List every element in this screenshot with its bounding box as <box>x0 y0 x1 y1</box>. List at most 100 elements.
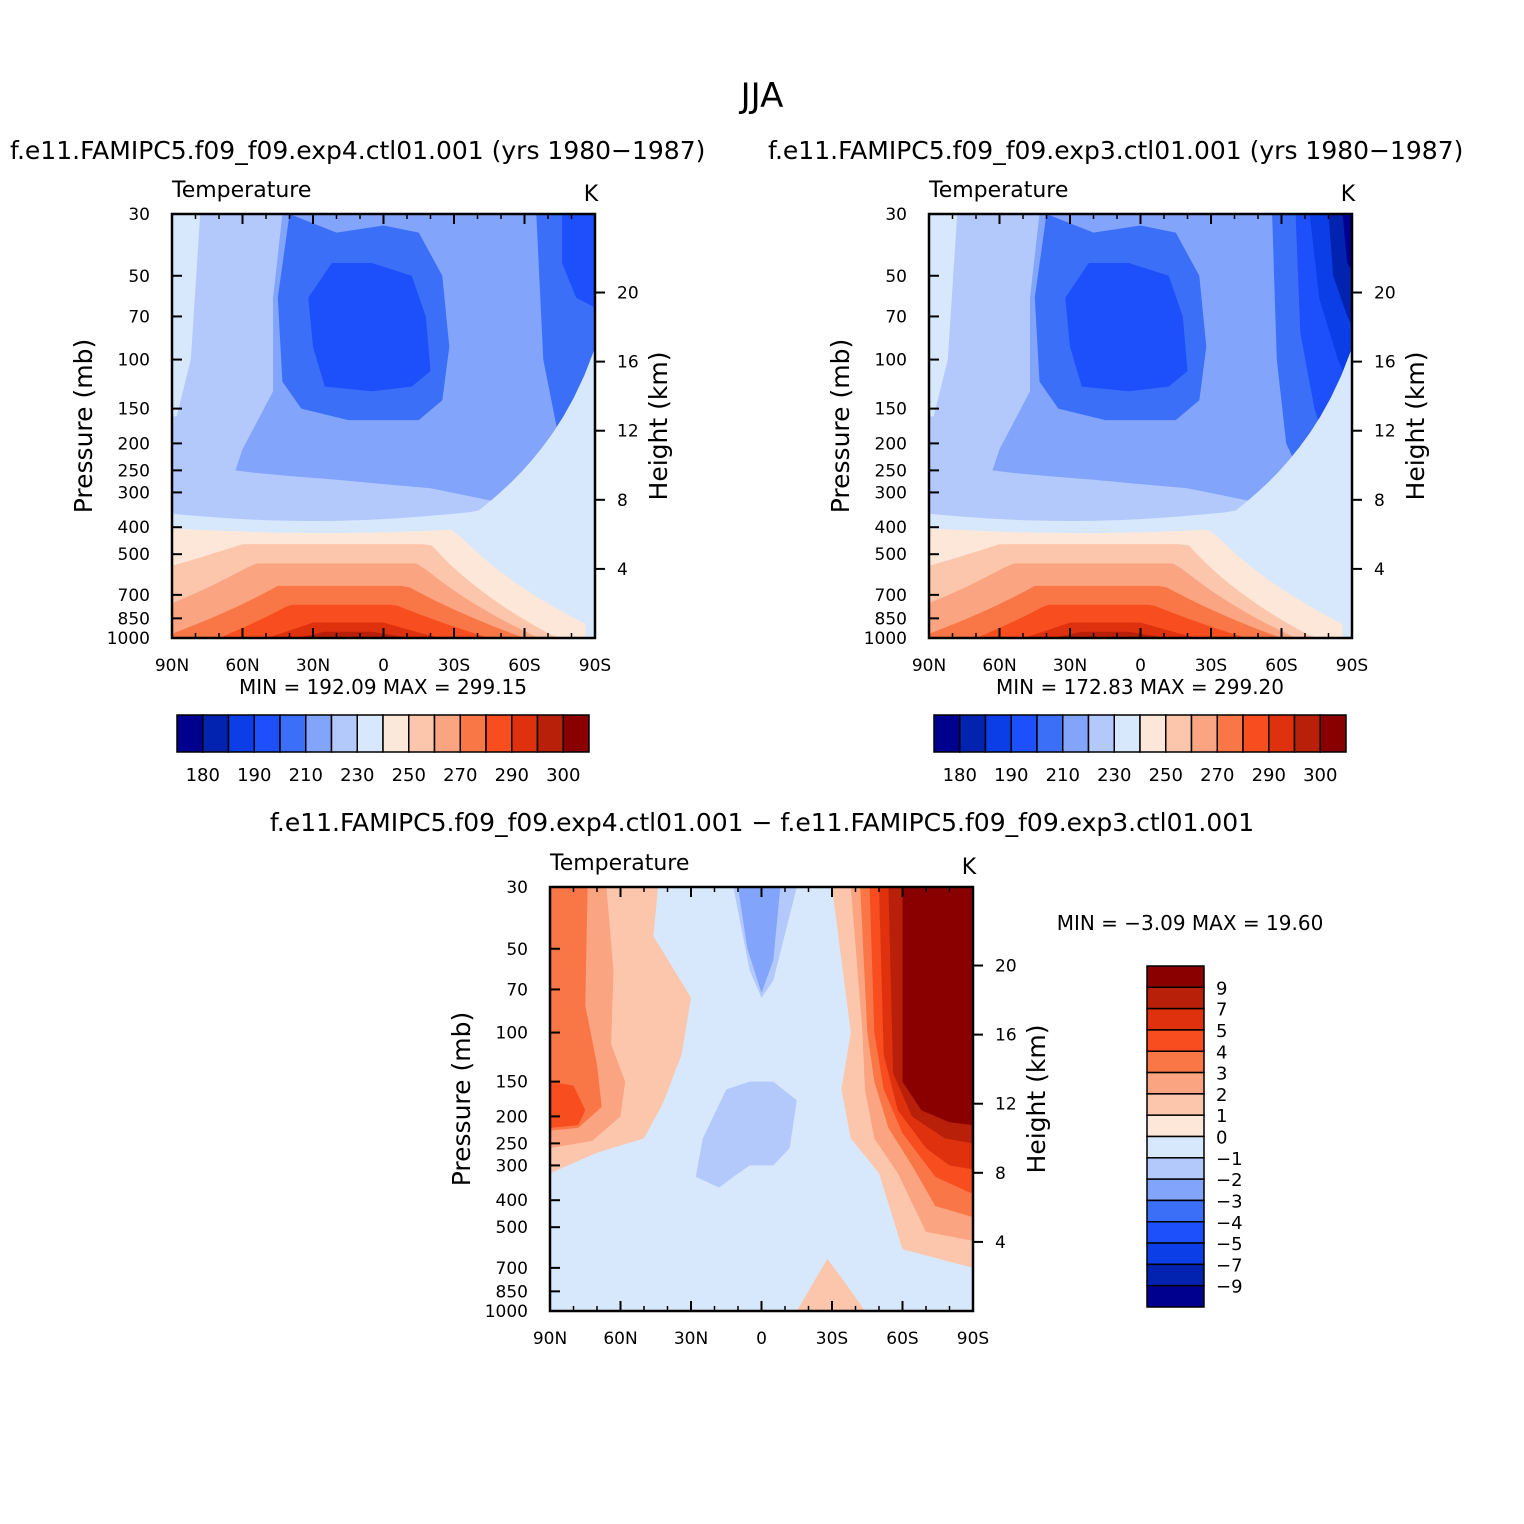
y-tick-label: 400 <box>118 518 150 538</box>
y-tick-label: 1000 <box>864 629 907 649</box>
colorbar-box <box>1242 714 1270 753</box>
y-tick-label: 50 <box>885 267 907 287</box>
colorbar-box <box>330 714 358 753</box>
x-tick-label: 90N <box>912 656 946 676</box>
contour-band <box>1051 631 1164 638</box>
height-tick-label: 4 <box>617 560 628 580</box>
x-tick-label: 0 <box>1135 656 1146 676</box>
colorbar-label: 270 <box>1200 765 1234 786</box>
colorbar-label: 250 <box>1149 765 1183 786</box>
y-tick-label: 30 <box>506 878 528 898</box>
colorbar-label: −2 <box>1216 1170 1243 1191</box>
colorbar-label: 0 <box>1216 1128 1227 1149</box>
height-tick-label: 8 <box>995 1164 1006 1184</box>
height-tick-label: 16 <box>995 1026 1017 1046</box>
y-tick-label: 100 <box>496 1024 528 1044</box>
y-axis-label: Pressure (mb) <box>69 339 98 513</box>
colorbar-label: 230 <box>340 765 374 786</box>
y-tick-label: 1000 <box>107 629 150 649</box>
units-label: K <box>1341 182 1356 207</box>
colorbar-box <box>1146 1135 1205 1159</box>
colorbar-box <box>1146 1114 1205 1138</box>
contour-band <box>964 604 1247 638</box>
colorbar-box <box>305 714 333 753</box>
y-tick-label: 150 <box>496 1073 528 1093</box>
y-tick-label: 30 <box>885 205 907 225</box>
colorbar-label: −3 <box>1216 1191 1243 1212</box>
colorbar-box <box>1268 714 1296 753</box>
height-axis-label: Height (km) <box>1401 352 1430 501</box>
y-tick-label: 400 <box>875 518 907 538</box>
colorbar-label: 5 <box>1216 1021 1227 1042</box>
colorbar-box <box>1146 1007 1205 1031</box>
x-tick-label: 30N <box>674 1329 708 1349</box>
colorbar-label: 180 <box>943 765 977 786</box>
height-tick-label: 20 <box>617 284 639 304</box>
y-tick-label: 1000 <box>485 1302 528 1322</box>
colorbar-box <box>279 714 307 753</box>
y-tick-label: 500 <box>496 1218 528 1238</box>
x-tick-label: 0 <box>756 1329 767 1349</box>
colorbar-box <box>1146 1093 1205 1116</box>
height-tick-label: 16 <box>1374 353 1396 373</box>
colorbar-box <box>1146 1050 1205 1074</box>
colorbar-box <box>1165 714 1193 753</box>
colorbar-box <box>1190 714 1218 753</box>
colorbar-label: 180 <box>186 765 220 786</box>
x-tick-label: 90S <box>579 656 611 676</box>
colorbar-label: −7 <box>1216 1255 1243 1276</box>
colorbar-label: −5 <box>1216 1234 1243 1255</box>
colorbar-box <box>1087 714 1115 753</box>
contour-band <box>1065 263 1188 392</box>
colorbar-box <box>1319 714 1347 753</box>
x-tick-label: 60N <box>603 1329 637 1349</box>
colorbar-label: 290 <box>495 765 529 786</box>
colorbar-label: 9 <box>1216 978 1227 999</box>
y-tick-label: 50 <box>506 940 528 960</box>
colorbar-box <box>382 714 410 753</box>
y-tick-label: 500 <box>875 545 907 565</box>
y-tick-label: 700 <box>118 586 150 606</box>
contour-band <box>550 887 602 1131</box>
colorbar-box <box>1146 1029 1205 1052</box>
colorbar-box <box>408 714 436 753</box>
y-tick-label: 500 <box>118 545 150 565</box>
x-tick-label: 90N <box>533 1329 567 1349</box>
colorbar-label: 2 <box>1216 1085 1227 1106</box>
contour-fills-diff <box>550 887 973 1311</box>
height-tick-label: 4 <box>995 1233 1006 1253</box>
contour-band <box>929 214 958 417</box>
y-tick-label: 200 <box>118 434 150 454</box>
plot-axes-exp3: 90N 60N 30N 0 30S 60S 90S 30 50 70 100 150 200 250300… <box>826 178 1430 676</box>
height-axis-label: Height (km) <box>1022 1025 1051 1174</box>
x-tick-label: 30S <box>816 1329 848 1349</box>
colorbar-box <box>562 714 590 753</box>
colorbar-box <box>176 714 204 753</box>
x-tick-label: 90N <box>155 656 189 676</box>
plot-axes-diff: 90N 60N 30N 0 30S 60S 90S 30 50 70 100 150 200 250300… <box>447 851 1051 1349</box>
x-tick-label: 30N <box>1053 656 1087 676</box>
colorbar-box <box>1036 714 1064 753</box>
contour-band <box>738 887 781 993</box>
colorbar-box <box>253 714 281 753</box>
y-tick-label: 70 <box>885 307 907 327</box>
colorbar-box <box>1062 714 1090 753</box>
contour-band <box>902 887 973 1126</box>
height-tick-label: 12 <box>995 1095 1017 1115</box>
height-axis-label: Height (km) <box>644 352 673 501</box>
colorbar-box <box>1146 1178 1205 1202</box>
y-axis-label: Pressure (mb) <box>826 339 855 513</box>
y-tick-label: 300 <box>875 483 907 503</box>
colorbar-label: 250 <box>392 765 426 786</box>
units-label: K <box>962 855 977 880</box>
colorbar-label: 290 <box>1252 765 1286 786</box>
variable-label: Temperature <box>928 178 1068 203</box>
y-tick-label: 50 <box>128 267 150 287</box>
colorbar-box <box>485 714 513 753</box>
variable-label: Temperature <box>549 851 689 876</box>
height-tick-label: 4 <box>1374 560 1385 580</box>
y-tick-label: 700 <box>496 1259 528 1279</box>
variable-label: Temperature <box>171 178 311 203</box>
